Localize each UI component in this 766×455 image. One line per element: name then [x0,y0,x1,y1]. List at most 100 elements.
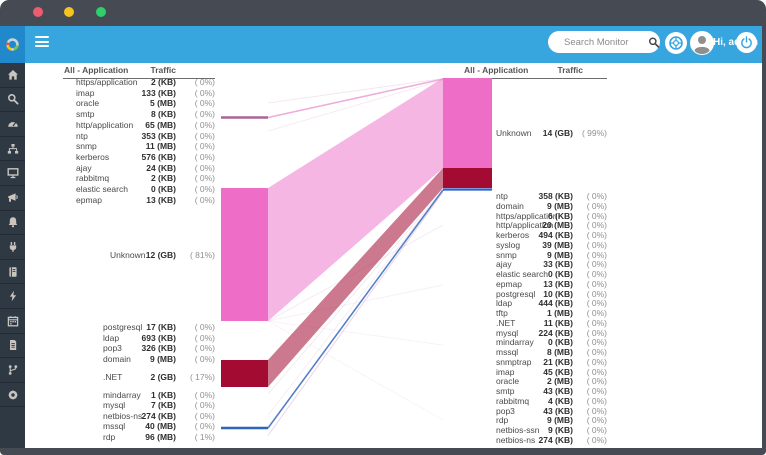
sidebar-item-plugin[interactable] [0,235,25,260]
sidebar-item-home[interactable] [0,63,25,88]
alerts-icon [8,217,17,228]
table-row: epmap 13 (KB) ( 0%) [63,195,215,205]
announcement-icon [7,193,18,202]
schedule-icon [7,315,18,327]
app-label: smtp [496,386,515,396]
traffic-percent: ( 0%) [586,317,607,328]
table-row: syslog 39 (MB) ( 0%) [443,240,607,250]
traffic-percent: ( 0%) [586,269,607,279]
traffic-value: 576 (KB) [141,151,176,162]
sidebar-item-workflow[interactable] [0,358,25,383]
sidebar-item-topology[interactable] [0,137,25,162]
traffic-value: 10 (KB) [543,288,573,299]
settings-icon [8,390,17,399]
traffic-percent: ( 0%) [586,220,607,231]
flow-table-left-header: All - Application Traffic [63,65,215,79]
user-menu[interactable] [690,31,714,55]
app-label: mssql [103,421,126,432]
app-label: ldap [103,332,120,343]
table-row: netbios-ns 274 (KB) ( 0%) [63,411,215,421]
traffic-value: 494 (KB) [538,230,573,240]
traffic-percent: ( 0%) [194,332,215,343]
app-label: ajay [76,162,92,173]
table-row: ntp 358 (KB) ( 0%) [443,191,607,201]
traffic-percent: ( 0%) [586,405,607,416]
app-label: tftp [496,308,508,318]
sidebar-item-announcement[interactable] [0,186,25,211]
app-label: mysql [103,400,126,411]
app-label: snmp [76,141,97,152]
app-label: epmap [76,194,102,205]
zoom-button[interactable] [96,7,106,17]
traffic-percent: ( 0%) [586,386,607,396]
traffic-value: 8 (KB) [150,109,176,120]
app-label: rdp [103,431,116,442]
app-label: https/application [76,77,138,87]
traffic-value: 9 (MB) [547,200,573,211]
traffic-value: 24 (KB) [146,162,176,173]
sidebar-item-search[interactable] [0,88,25,113]
traffic-value: 9 (MB) [150,354,176,365]
app-label: mssql [496,347,519,357]
monitor-icon [7,168,19,179]
app-label: mindarray [496,337,534,348]
app-logo[interactable] [0,26,25,63]
app-label: netbios-ns [103,410,143,421]
sidebar-item-logs[interactable] [0,260,25,285]
traffic-value: 1 (MB) [547,308,573,318]
app-label: Unknown [110,250,146,260]
events-icon [9,290,16,302]
sidebar-item-schedule[interactable] [0,309,25,334]
search-icon[interactable] [648,36,660,49]
app-label: mysql [496,327,519,338]
table-row: oracle 5 (MB) ( 0%) [63,98,215,108]
topology-icon [7,143,18,154]
traffic-value: 5 (MB) [150,98,176,109]
traffic-value: 274 (KB) [141,410,176,421]
traffic-value: 43 (KB) [543,405,573,416]
support-button[interactable] [665,32,687,54]
sidebar-item-dashboard[interactable] [0,112,25,137]
traffic-value: 326 (KB) [141,343,176,354]
dashboard-icon [7,121,18,127]
logout-button[interactable] [736,32,757,53]
hamburger-menu-icon[interactable] [35,36,49,47]
sidebar-item-settings[interactable] [0,383,25,408]
table-row: mssql 40 (MB) ( 0%) [63,421,215,431]
traffic-percent: ( 0%) [586,376,607,387]
traffic-percent: ( 0%) [586,200,607,211]
app-label: smtp [76,109,95,120]
search-input[interactable] [562,35,646,49]
close-button[interactable] [33,7,43,17]
traffic-value: 1 (KB) [150,390,176,400]
app-label: http/application [76,119,134,130]
traffic-percent: ( 0%) [194,119,215,130]
minimize-button[interactable] [64,7,74,17]
traffic-value: 39 (MB) [542,239,573,250]
traffic-value: 14 (GB) [542,128,573,138]
sidebar-item-alerts[interactable] [0,211,25,236]
table-row: postgresql 17 (KB) ( 0%) [63,322,215,332]
lifebuoy-icon [669,36,683,50]
app-label: epmap [496,278,522,289]
sidebar-item-monitor[interactable] [0,161,25,186]
sidebar-item-events[interactable] [0,284,25,309]
table-row: tftp 1 (MB) ( 0%) [443,308,607,318]
table-row: ldap 693 (KB) ( 0%) [63,333,215,343]
traffic-percent: ( 0%) [194,77,215,87]
traffic-value: 444 (KB) [538,298,573,309]
table-row: ajay 24 (KB) ( 0%) [63,163,215,173]
traffic-percent: ( 17%) [189,372,215,382]
traffic-value: 17 (KB) [146,322,176,332]
traffic-percent: ( 0%) [586,366,607,377]
traffic-percent: ( 81%) [189,250,215,260]
sidebar-item-reports[interactable] [0,334,25,359]
traffic-percent: ( 0%) [194,354,215,365]
app-label: rdp [496,415,509,426]
power-icon [741,36,752,49]
traffic-percent: ( 0%) [194,400,215,411]
table-row: https/application 6 (KB) ( 0%) [443,211,607,221]
traffic-value: 224 (KB) [538,327,573,338]
table-row: smtp 43 (KB) ( 0%) [443,386,607,396]
